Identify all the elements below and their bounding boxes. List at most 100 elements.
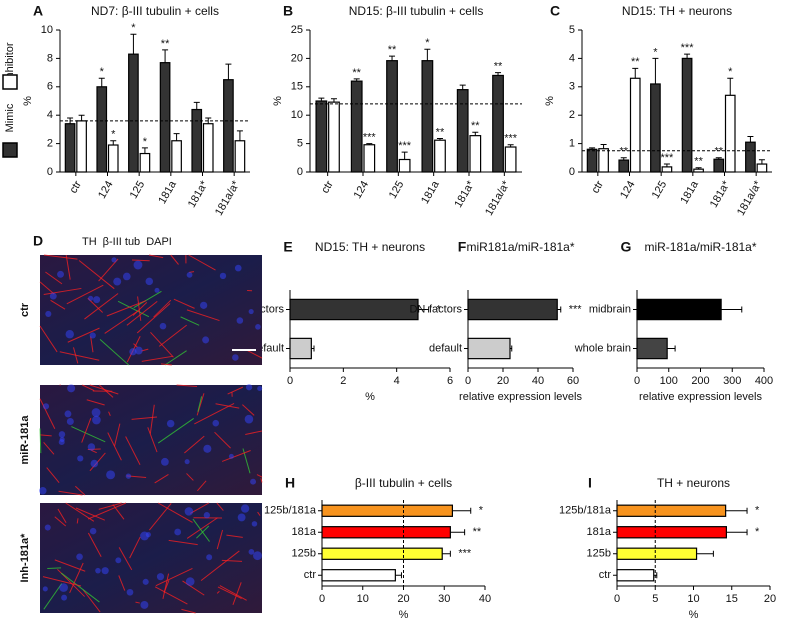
neurite (132, 259, 150, 262)
bar (467, 337, 511, 360)
row-label: miR-181a (19, 415, 31, 465)
neurite (149, 404, 155, 434)
neurite (39, 325, 58, 353)
bar (289, 337, 312, 360)
neurite (153, 299, 172, 318)
significance: * (755, 505, 760, 517)
significance: ** (494, 61, 503, 73)
nucleus (42, 586, 48, 592)
nucleus (236, 317, 244, 324)
x-tick-label: 400 (755, 375, 773, 387)
neurite (182, 580, 205, 596)
neurite (192, 518, 210, 542)
nucleus (161, 457, 169, 466)
significance: * (653, 46, 658, 58)
error-bar (442, 550, 451, 557)
y-tick-label: 125b (587, 548, 611, 560)
significance: ** (473, 526, 482, 538)
bar (650, 83, 661, 173)
neurite (42, 576, 82, 587)
nucleus (92, 415, 101, 425)
significance: ** (631, 56, 640, 68)
bar (321, 526, 451, 539)
nucleus (248, 549, 255, 555)
micrograph (40, 503, 262, 613)
error-bar (424, 48, 431, 61)
x-tick-label: 0 (319, 593, 325, 605)
nucleus (174, 528, 182, 536)
error-bar (747, 136, 754, 143)
bar (350, 80, 363, 173)
panel-letter: F (458, 239, 467, 255)
y-tick-label: 0 (569, 166, 575, 178)
nucleus (202, 336, 210, 344)
x-tick-label: 2 (340, 375, 346, 387)
significance: * (479, 505, 484, 517)
error-bar (141, 147, 148, 154)
nucleus (145, 532, 151, 538)
nucleus (126, 588, 134, 596)
x-tick-label: 100 (660, 375, 678, 387)
error-bar (652, 57, 659, 84)
nucleus (134, 346, 143, 355)
nucleus (250, 478, 257, 485)
error-bar (401, 151, 408, 160)
bar (171, 140, 182, 173)
x-tick-label: 20 (497, 375, 509, 387)
neurite (141, 355, 173, 362)
bar (289, 298, 419, 321)
error-bar (510, 345, 513, 352)
neurite (91, 449, 97, 454)
bar (321, 547, 443, 560)
y-axis-label: % (272, 96, 284, 106)
nucleus (76, 553, 83, 561)
chart-title: ND7: β-III tubulin + cells (91, 4, 219, 18)
chart-title: miR-181a/miR-181a* (644, 240, 756, 254)
bar (616, 504, 727, 517)
neurite (245, 430, 263, 435)
error-bar (436, 137, 443, 141)
neurite (126, 300, 158, 326)
significance: * (755, 526, 760, 538)
x-axis-label: relative expression levels (639, 391, 762, 403)
neurite (76, 518, 79, 524)
significance: * (425, 37, 430, 49)
neurite (57, 508, 67, 523)
error-bar (452, 507, 472, 514)
y-tick-label: 4 (47, 109, 53, 121)
neurite (46, 467, 60, 484)
bar (434, 139, 446, 173)
bar (139, 152, 151, 173)
x-tick-label: 181a* (452, 178, 477, 210)
neurite (87, 532, 102, 557)
bar (64, 123, 76, 173)
nucleus (77, 455, 84, 462)
nucleus (145, 277, 154, 286)
error-bar (318, 97, 325, 101)
neurite (54, 516, 67, 527)
x-tick-label: 20 (764, 593, 776, 605)
neurite (67, 327, 100, 343)
neurite (47, 567, 62, 569)
error-bar (205, 117, 212, 124)
y-tick-label: 15 (291, 81, 303, 93)
error-bar (667, 345, 676, 352)
x-tick-label: 0 (614, 593, 620, 605)
bar (693, 168, 704, 173)
nucleus (95, 567, 101, 574)
nucleus (49, 292, 57, 300)
nucleus (42, 403, 50, 410)
bar (467, 298, 558, 321)
nucleus (66, 417, 74, 425)
neurite (106, 300, 147, 317)
x-tick-label: 181a* (186, 178, 211, 210)
neurite (164, 350, 187, 366)
nucleus (159, 322, 167, 330)
y-tick-label: 6 (47, 81, 53, 93)
error-bar (557, 306, 562, 313)
bar (321, 569, 396, 582)
y-tick-label: 0 (297, 166, 303, 178)
significance: * (728, 66, 733, 78)
neurite (90, 336, 94, 353)
x-tick-label: 15 (726, 593, 738, 605)
